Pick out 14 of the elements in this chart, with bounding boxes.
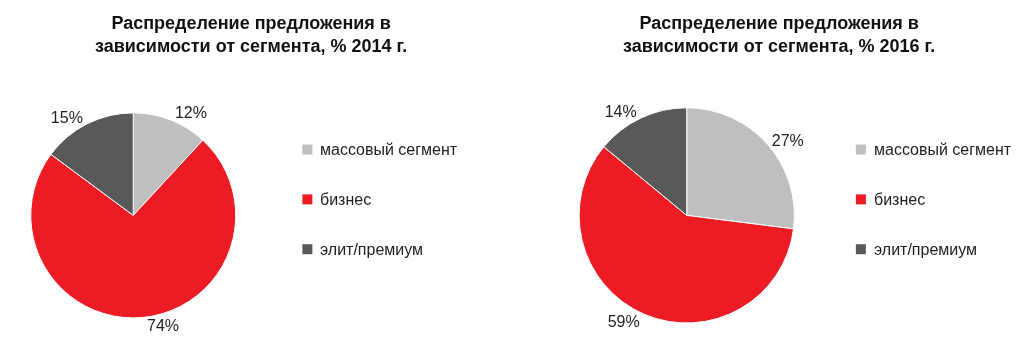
data-label: 27%: [771, 131, 804, 149]
legend-label: элит/премиум: [320, 241, 424, 258]
data-label: 12%: [174, 104, 207, 122]
data-label: 14%: [604, 102, 637, 120]
data-label: 59%: [607, 312, 640, 330]
chart-title: Распределение предложения в зависимости от сегмента, % 2016 г.: [623, 13, 936, 57]
legend-label: массовый сегмент: [320, 141, 458, 158]
legend-label: бизнес: [320, 191, 372, 208]
chart-title: Распределение предложения в зависимости от сегмента, % 2014 г.: [95, 13, 408, 57]
legend-label: массовый сегмент: [874, 141, 1012, 158]
data-label: 15%: [50, 108, 83, 126]
legend-label: элит/премиум: [874, 241, 978, 258]
legend-label: бизнес: [874, 191, 926, 208]
data-label: 74%: [147, 317, 180, 335]
